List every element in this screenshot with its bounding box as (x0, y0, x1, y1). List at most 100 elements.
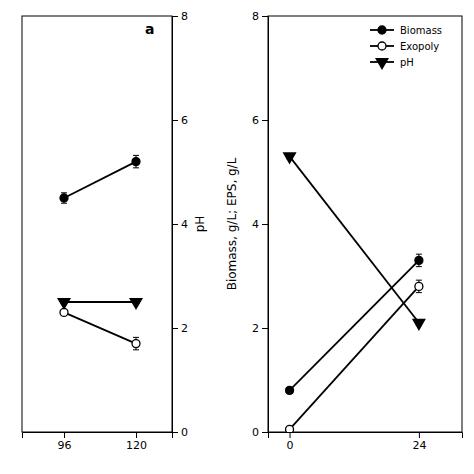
axis: 0 2 4 6 8 (252, 10, 269, 439)
error-bar-cap (61, 203, 67, 204)
tick-mark (172, 120, 178, 121)
plot-frame (268, 16, 462, 432)
error-bar (416, 280, 422, 292)
tick: 120 (126, 432, 147, 452)
plot-area (284, 153, 425, 432)
tick-mark (172, 16, 178, 17)
error-bar-cap (416, 280, 422, 281)
tick-label: 0 (287, 439, 294, 452)
axis-line (262, 17, 269, 433)
series-line (290, 286, 419, 429)
tick-label: 2 (252, 322, 259, 335)
marker (415, 282, 423, 290)
marker (284, 153, 296, 163)
tick-mark (172, 224, 178, 225)
legend-item: Exopoly (370, 41, 439, 52)
chart-canvas: 9612002468pHa02402468Biomass, g/L; EPS, … (0, 0, 474, 474)
marker (130, 299, 142, 309)
axis: 0 2 4 6 8 (172, 10, 188, 439)
marker (415, 256, 423, 264)
legend-marker (378, 26, 386, 34)
tick-label: 4 (252, 218, 259, 231)
axis-title: Biomass, g/L; EPS, g/L (225, 157, 239, 290)
marker (413, 319, 425, 329)
tick-label: 4 (181, 218, 188, 231)
error-bar-cap (61, 192, 67, 193)
tick: 6 (252, 114, 268, 127)
tick: 8 (172, 10, 188, 23)
tick-label: 8 (181, 10, 188, 23)
axis: 0 24 (269, 432, 463, 452)
axis-line (173, 17, 179, 433)
error-bar-cap (416, 254, 422, 255)
series-line (64, 301, 136, 303)
tick-mark (262, 432, 268, 433)
tick: 0 (172, 426, 188, 439)
tick-label: 96 (58, 439, 72, 452)
tick: 96 (58, 432, 72, 452)
tick-mark (172, 432, 178, 433)
error-bar-cap (416, 292, 422, 293)
tick: 6 (172, 114, 188, 127)
axis-title: pH (193, 216, 207, 233)
legend-label: Biomass (400, 25, 442, 36)
tick: 4 (172, 218, 188, 231)
tick-mark (172, 328, 178, 329)
legend-marker (376, 59, 388, 69)
tick-mark (136, 432, 137, 438)
tick-mark (262, 224, 268, 225)
legend-marker (378, 42, 386, 50)
marker (60, 194, 68, 202)
tick-mark (290, 432, 291, 438)
marker (286, 425, 294, 432)
axis: 96 120 (23, 432, 173, 452)
error-bar (416, 254, 422, 266)
tick-label: 2 (181, 322, 188, 335)
tick-label: 0 (181, 426, 188, 439)
error-bar (61, 193, 67, 203)
error-bar-cap (133, 167, 139, 168)
tick-mark (262, 328, 268, 329)
tick: 0 (252, 426, 268, 439)
legend-item: pH (370, 57, 414, 69)
series-line (290, 260, 419, 390)
legend-item: Biomass (370, 25, 442, 36)
plot-frame (22, 16, 172, 432)
marker (132, 340, 140, 348)
error-bar-cap (133, 337, 139, 338)
axis-line (269, 433, 463, 439)
legend: Biomass Exopoly pH (370, 25, 442, 69)
series-line (290, 156, 419, 322)
error-bar (133, 337, 139, 349)
tick: 24 (412, 432, 426, 452)
legend-label: Exopoly (400, 41, 439, 52)
tick-label: 6 (252, 114, 259, 127)
tick: 2 (252, 322, 268, 335)
marker (58, 299, 70, 309)
axis-line (23, 433, 173, 439)
tick: 8 (252, 10, 268, 23)
tick-mark (64, 432, 65, 438)
error-bar (133, 155, 139, 167)
tick-label: 24 (412, 439, 426, 452)
tick: 0 (287, 432, 294, 452)
error-bar-cap (133, 349, 139, 350)
error-bar-cap (133, 155, 139, 156)
panel: 96 120 0 2 4 6 8 pH a (22, 10, 207, 452)
panel-label: a (145, 21, 154, 37)
legend-label: pH (400, 57, 414, 68)
plot-area (58, 155, 142, 349)
marker (286, 386, 294, 394)
tick-label: 8 (252, 10, 259, 23)
tick-mark (262, 16, 268, 17)
marker (132, 158, 140, 166)
tick-label: 6 (181, 114, 188, 127)
tick-mark (262, 120, 268, 121)
tick-label: 0 (252, 426, 259, 439)
series-line (64, 162, 136, 198)
tick-mark (419, 432, 420, 438)
error-bar-cap (416, 266, 422, 267)
tick: 2 (172, 322, 188, 335)
tick-label: 120 (126, 439, 147, 452)
tick: 4 (252, 218, 268, 231)
